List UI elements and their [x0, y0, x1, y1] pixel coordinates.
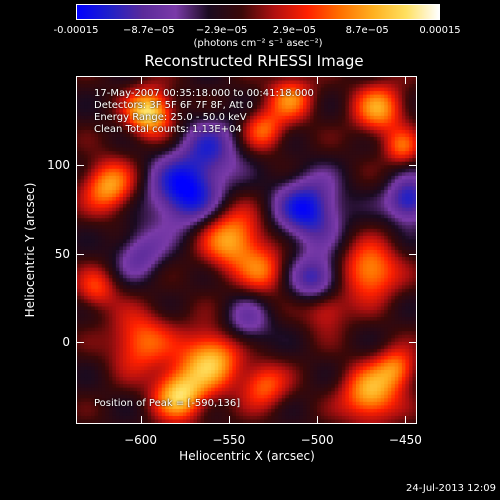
- heatmap-image: [77, 77, 416, 423]
- y-tick-label: 100: [47, 158, 70, 173]
- y-tick-mark: [409, 253, 416, 255]
- plot-area: [76, 76, 417, 424]
- x-tick-mark: [228, 416, 230, 423]
- y-tick-mark: [409, 165, 416, 167]
- colorbar-tick-label: -0.00015: [53, 25, 99, 36]
- x-tick-mark: [405, 77, 407, 84]
- y-axis-label: Heliocentric Y (arcsec): [23, 182, 37, 318]
- colorbar-tick-label: 8.7e−05: [345, 25, 389, 36]
- y-tick-mark: [77, 253, 84, 255]
- x-tick-mark: [317, 416, 319, 423]
- colorbar-tick-label: −8.7e−05: [123, 25, 175, 36]
- y-tick-mark: [77, 165, 84, 167]
- info-total-counts: Clean Total counts: 1.13E+04: [94, 124, 242, 135]
- y-tick-mark: [77, 341, 84, 343]
- y-tick-label: 50: [54, 246, 70, 261]
- colorbar-unit-label: (photons cm⁻² s⁻¹ asec⁻²): [193, 38, 323, 49]
- x-tick-mark: [317, 77, 319, 84]
- info-peak-position: Position of Peak = [-590,136]: [94, 398, 241, 409]
- chart-title: Reconstructed RHESSI Image: [144, 52, 364, 70]
- colorbar-tick-label: −2.9e−05: [195, 25, 248, 36]
- x-tick-label: −450: [388, 433, 422, 447]
- x-tick-mark: [140, 416, 142, 423]
- info-detectors: Detectors: 3F 5F 6F 7F 8F, Att 0: [94, 100, 254, 111]
- x-tick-mark: [140, 77, 142, 84]
- info-energy-range: Energy Range: 25.0 - 50.0 keV: [94, 112, 247, 123]
- timestamp: 24-Jul-2013 12:09: [405, 483, 496, 494]
- colorbar: [76, 4, 440, 20]
- colorbar-tick-label: 0.00015: [419, 25, 461, 36]
- x-tick-label: −550: [212, 433, 246, 447]
- y-tick-mark: [409, 341, 416, 343]
- x-tick-mark: [405, 416, 407, 423]
- info-time-range: 17-May-2007 00:35:18.000 to 00:41:18.000: [94, 88, 314, 99]
- x-axis-label: Heliocentric X (arcsec): [179, 449, 315, 463]
- x-tick-mark: [228, 77, 230, 84]
- colorbar-tick-label: 2.9e−05: [272, 25, 316, 36]
- y-tick-label: 0: [62, 334, 70, 349]
- x-tick-label: −600: [124, 433, 158, 447]
- x-tick-label: −500: [300, 433, 334, 447]
